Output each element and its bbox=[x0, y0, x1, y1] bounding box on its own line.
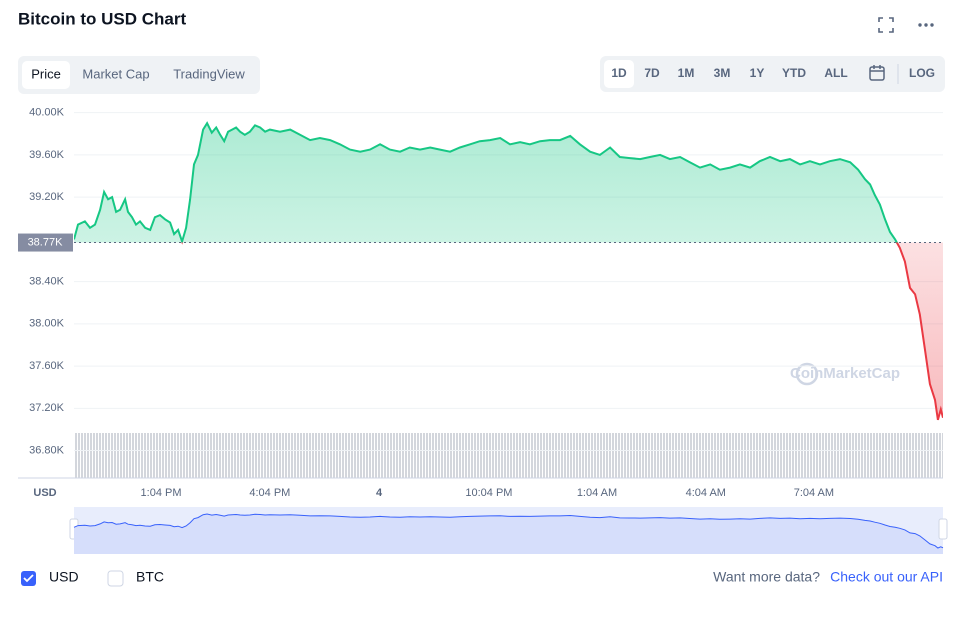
navigator-line bbox=[73, 513, 944, 549]
watermark: CoinMarketCap bbox=[790, 365, 900, 382]
range-button[interactable]: 3M bbox=[714, 66, 731, 80]
range-button[interactable]: 1D bbox=[611, 66, 627, 80]
watermark-logo bbox=[795, 362, 819, 386]
y-tick-label: 36.80K bbox=[29, 444, 65, 456]
more-icon[interactable] bbox=[918, 23, 934, 27]
navigator-handle[interactable] bbox=[938, 518, 948, 540]
x-tick-label: 4 bbox=[376, 487, 383, 499]
range-button[interactable]: 1M bbox=[678, 66, 695, 80]
range-selected bbox=[604, 60, 634, 88]
y-tick-label: 39.60K bbox=[29, 149, 65, 161]
x-tick-label: 4:04 AM bbox=[686, 487, 726, 499]
y-tick-label: 37.20K bbox=[29, 402, 65, 414]
tab[interactable]: Price bbox=[31, 66, 61, 81]
tab-selected bbox=[22, 61, 70, 89]
chart-title: Bitcoin to USD Chart bbox=[18, 9, 186, 28]
baseline-label-bg bbox=[18, 233, 73, 252]
y-tick-label: 39.20K bbox=[29, 191, 65, 203]
y-axis-label: USD bbox=[33, 487, 56, 499]
x-tick-label: 4:04 PM bbox=[249, 487, 290, 499]
x-tick-label: 10:04 PM bbox=[465, 487, 512, 499]
tab-group bbox=[18, 56, 260, 94]
tab[interactable]: TradingView bbox=[173, 66, 245, 81]
navigator-area bbox=[74, 514, 943, 554]
checkbox-label[interactable]: BTC bbox=[136, 569, 164, 585]
area-up bbox=[74, 123, 897, 243]
x-tick-label: 1:04 PM bbox=[141, 487, 182, 499]
range-button[interactable]: 7D bbox=[644, 66, 660, 80]
range-button[interactable]: 1Y bbox=[750, 66, 765, 80]
check-mark bbox=[23, 574, 34, 583]
y-tick-label: 38.00K bbox=[29, 318, 65, 330]
y-tick-label: 37.60K bbox=[29, 360, 65, 372]
fullscreen-icon[interactable] bbox=[878, 17, 894, 33]
y-tick-label: 38.40K bbox=[29, 276, 65, 288]
x-tick-label: 1:04 AM bbox=[577, 487, 617, 499]
range-group bbox=[600, 56, 945, 92]
x-tick-label: 7:04 AM bbox=[794, 487, 834, 499]
api-link[interactable]: Check out our API bbox=[830, 569, 943, 585]
calendar-icon[interactable] bbox=[869, 65, 885, 81]
checkbox[interactable] bbox=[107, 570, 124, 587]
range-button[interactable]: ALL bbox=[824, 66, 847, 80]
volume-bars bbox=[74, 433, 943, 478]
log-button[interactable]: LOG bbox=[909, 66, 935, 80]
checkbox-label[interactable]: USD bbox=[49, 569, 79, 585]
price-line-up bbox=[74, 121, 899, 243]
tab[interactable]: Market Cap bbox=[82, 66, 149, 81]
y-tick-label: 40.00K bbox=[29, 107, 65, 119]
baseline-label: 38.77K bbox=[28, 236, 64, 248]
footer-prompt: Want more data? bbox=[713, 569, 820, 585]
range-button[interactable]: YTD bbox=[782, 66, 806, 80]
